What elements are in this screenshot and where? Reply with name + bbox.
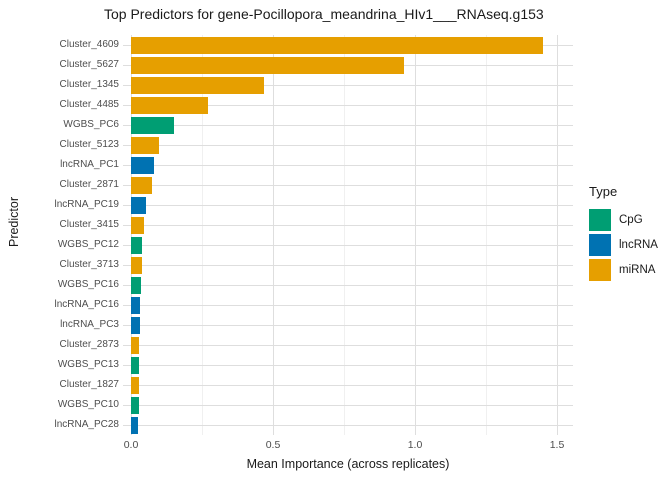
- y-gridline: [123, 205, 573, 206]
- y-tick-label: lncRNA_PC16: [54, 299, 119, 310]
- y-gridline: [123, 245, 573, 246]
- legend-swatch-CpG: [589, 209, 611, 231]
- x-minor-gridline: [202, 35, 203, 435]
- bar-Cluster_5627: [131, 56, 404, 74]
- legend-entry-miRNA: miRNA: [589, 259, 658, 281]
- y-tick-label: Cluster_2873: [59, 339, 119, 350]
- y-tick-label: WGBS_PC12: [57, 239, 119, 250]
- x-tick-label: 1.0: [407, 439, 423, 451]
- bar-Cluster_5123: [131, 136, 159, 154]
- bar-Cluster_3713: [131, 256, 142, 274]
- y-tick-label: Cluster_4485: [59, 99, 119, 110]
- y-tick-label: lncRNA_PC3: [60, 319, 119, 330]
- y-tick-label: Cluster_3415: [59, 219, 119, 230]
- legend-entry-label: lncRNA: [619, 239, 658, 251]
- y-gridline: [123, 285, 573, 286]
- bar-WGBS_PC12: [131, 236, 142, 254]
- bar-Cluster_1827: [131, 376, 139, 394]
- y-tick-label: Cluster_1345: [59, 79, 119, 90]
- legend-entries: CpG lncRNA miRNA: [589, 209, 658, 281]
- bar-WGBS_PC13: [131, 356, 139, 374]
- bar-WGBS_PC10: [131, 396, 139, 414]
- legend-entry-lncRNA: lncRNA: [589, 234, 658, 256]
- legend-entry-CpG: CpG: [589, 209, 658, 231]
- x-tick-label: 1.5: [549, 439, 565, 451]
- y-gridline: [123, 105, 573, 106]
- x-minor-gridline: [486, 35, 487, 435]
- y-tick-label: lncRNA_PC1: [60, 159, 119, 170]
- x-tick-label: 0.5: [265, 439, 281, 451]
- y-gridline: [123, 145, 573, 146]
- y-tick-label: WGBS_PC13: [57, 359, 119, 370]
- y-tick-label: Cluster_5123: [59, 139, 119, 150]
- y-gridline: [123, 385, 573, 386]
- legend-entry-label: miRNA: [619, 264, 656, 276]
- y-gridline: [123, 265, 573, 266]
- bar-Cluster_2871: [131, 176, 152, 194]
- y-gridline: [123, 365, 573, 366]
- bar-lncRNA_PC28: [131, 416, 138, 434]
- bar-WGBS_PC16: [131, 276, 141, 294]
- y-gridline: [123, 305, 573, 306]
- x-major-gridline: [273, 35, 274, 435]
- bar-WGBS_PC6: [131, 116, 174, 134]
- bar-Cluster_1345: [131, 76, 264, 94]
- y-gridline: [123, 165, 573, 166]
- legend-entry-label: CpG: [619, 214, 643, 226]
- y-gridline: [123, 425, 573, 426]
- y-gridline: [123, 85, 573, 86]
- y-gridline: [123, 325, 573, 326]
- x-axis-title: Mean Importance (across replicates): [246, 457, 450, 471]
- y-tick-label: WGBS_PC16: [57, 279, 119, 290]
- y-tick-label: Cluster_1827: [59, 379, 119, 390]
- y-tick-label: Cluster_5627: [59, 59, 119, 70]
- y-gridline: [123, 185, 573, 186]
- legend-swatch-miRNA: [589, 259, 611, 281]
- plot-panel: [123, 35, 573, 435]
- chart-title: Top Predictors for gene-Pocillopora_mean…: [104, 6, 544, 22]
- bar-Cluster_2873: [131, 336, 139, 354]
- bar-lncRNA_PC1: [131, 156, 154, 174]
- bar-Cluster_4609: [131, 36, 543, 54]
- x-major-gridline: [557, 35, 558, 435]
- legend: Type CpG lncRNA miRNA: [589, 184, 658, 284]
- y-tick-label: WGBS_PC6: [63, 119, 119, 130]
- x-major-gridline: [131, 35, 132, 435]
- y-tick-label: lncRNA_PC28: [54, 419, 119, 430]
- y-gridline: [123, 125, 573, 126]
- bar-Cluster_4485: [131, 96, 208, 114]
- y-tick-label: Cluster_2871: [59, 179, 119, 190]
- legend-swatch-lncRNA: [589, 234, 611, 256]
- y-gridline: [123, 405, 573, 406]
- y-tick-label: Cluster_4609: [59, 39, 119, 50]
- y-tick-label: Cluster_3713: [59, 259, 119, 270]
- x-tick-label: 0.0: [123, 439, 139, 451]
- y-gridline: [123, 345, 573, 346]
- y-gridline: [123, 225, 573, 226]
- bar-lncRNA_PC19: [131, 196, 146, 214]
- x-major-gridline: [415, 35, 416, 435]
- legend-title: Type: [589, 184, 618, 199]
- y-tick-label: lncRNA_PC19: [54, 199, 119, 210]
- bar-Cluster_3415: [131, 216, 144, 234]
- y-tick-label: WGBS_PC10: [57, 399, 119, 410]
- bar-lncRNA_PC16: [131, 296, 140, 314]
- x-minor-gridline: [344, 35, 345, 435]
- bar-lncRNA_PC3: [131, 316, 140, 334]
